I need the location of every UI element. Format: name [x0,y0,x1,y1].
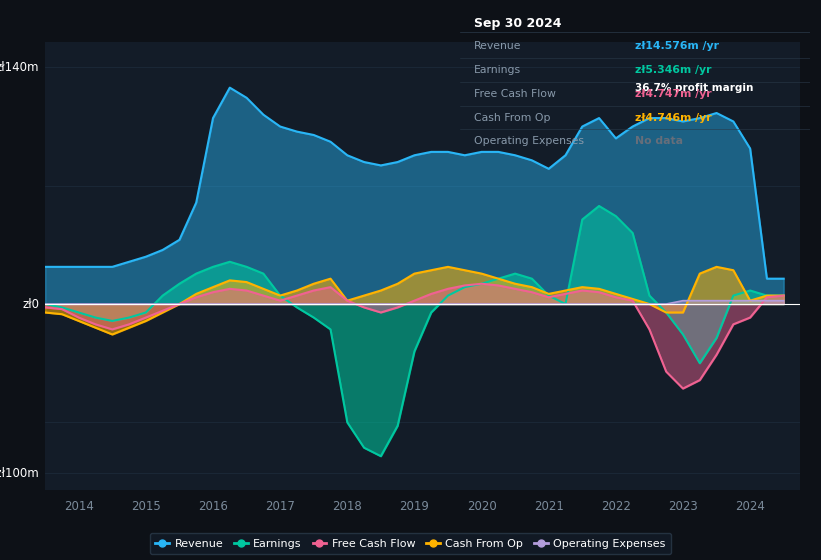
Text: Free Cash Flow: Free Cash Flow [474,89,556,99]
Text: Earnings: Earnings [474,65,521,75]
Text: zł5.346m /yr: zł5.346m /yr [635,65,712,75]
Text: No data: No data [635,136,683,146]
Text: Operating Expenses: Operating Expenses [474,136,584,146]
Text: zł0: zł0 [22,297,39,311]
Legend: Revenue, Earnings, Free Cash Flow, Cash From Op, Operating Expenses: Revenue, Earnings, Free Cash Flow, Cash … [150,533,671,554]
Text: zł4.747m /yr: zł4.747m /yr [635,89,712,99]
Text: 36.7% profit margin: 36.7% profit margin [635,83,754,93]
Text: zł140m: zł140m [0,61,39,74]
Text: Cash From Op: Cash From Op [474,113,551,123]
Text: -zł100m: -zł100m [0,466,39,479]
Text: Revenue: Revenue [474,41,521,52]
Text: Sep 30 2024: Sep 30 2024 [474,17,562,30]
Text: zł14.576m /yr: zł14.576m /yr [635,41,719,52]
Text: zł4.746m /yr: zł4.746m /yr [635,113,712,123]
